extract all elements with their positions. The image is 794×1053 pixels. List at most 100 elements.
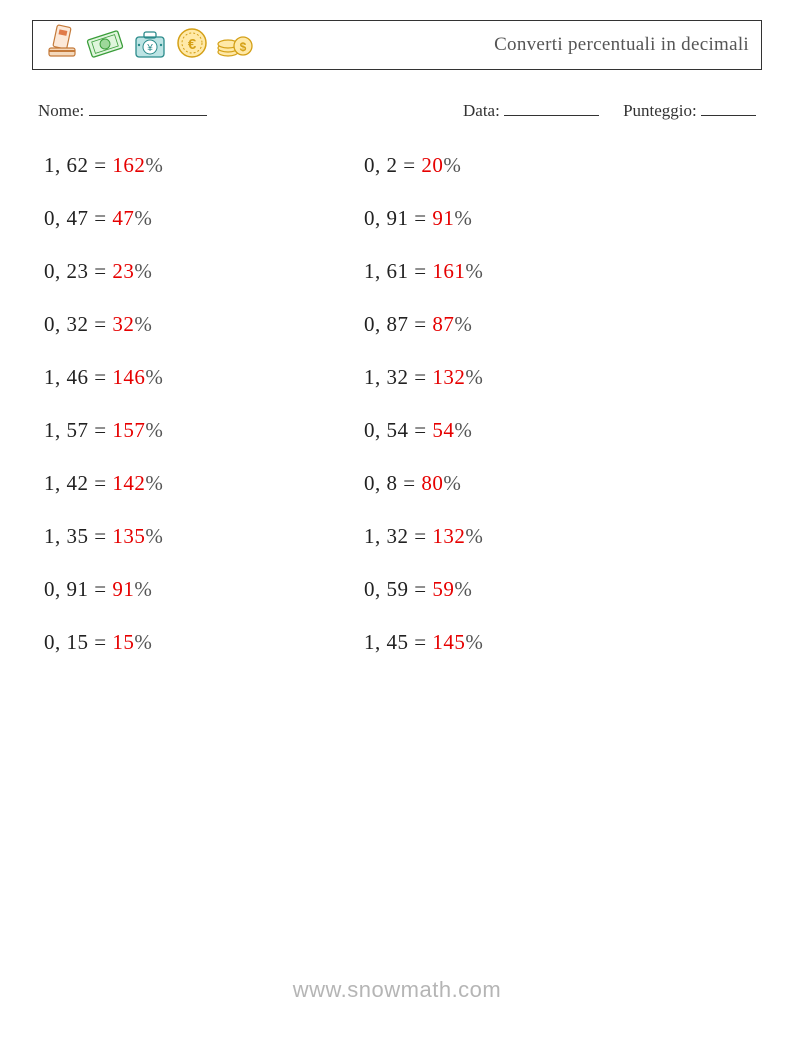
svg-text:$: $ (240, 40, 247, 54)
equals-sign: = (89, 153, 113, 177)
percent-answer: 145 (432, 630, 465, 654)
percent-sign: % (134, 259, 152, 283)
percent-sign: % (134, 577, 152, 601)
card-swipe-icon (45, 24, 79, 67)
decimal-value: 1, 45 (364, 630, 409, 654)
equals-sign: = (409, 312, 433, 336)
equals-sign: = (409, 259, 433, 283)
problems-left-column: 1, 62 = 162%0, 47 = 47%0, 23 = 23%0, 32 … (44, 153, 344, 655)
briefcase-yen-icon: ¥ (131, 25, 169, 66)
cash-icon (85, 25, 125, 66)
problem-row: 1, 32 = 132% (364, 365, 664, 390)
problem-row: 0, 47 = 47% (44, 206, 344, 231)
percent-sign: % (454, 418, 472, 442)
decimal-value: 0, 47 (44, 206, 89, 230)
problem-row: 0, 32 = 32% (44, 312, 344, 337)
percent-answer: 23 (112, 259, 134, 283)
problem-row: 0, 91 = 91% (44, 577, 344, 602)
date-label: Data: (463, 101, 500, 120)
percent-answer: 132 (432, 365, 465, 389)
percent-sign: % (465, 259, 483, 283)
equals-sign: = (398, 471, 422, 495)
percent-sign: % (465, 365, 483, 389)
percent-sign: % (443, 471, 461, 495)
problem-row: 1, 62 = 162% (44, 153, 344, 178)
svg-text:€: € (188, 36, 197, 53)
equals-sign: = (89, 206, 113, 230)
percent-answer: 157 (112, 418, 145, 442)
decimal-value: 0, 23 (44, 259, 89, 283)
problems-grid: 1, 62 = 162%0, 47 = 47%0, 23 = 23%0, 32 … (32, 153, 762, 655)
percent-sign: % (454, 206, 472, 230)
percent-answer: 87 (432, 312, 454, 336)
name-label: Nome: (38, 101, 84, 120)
equals-sign: = (409, 418, 433, 442)
percent-sign: % (134, 630, 152, 654)
percent-answer: 80 (421, 471, 443, 495)
problem-row: 1, 42 = 142% (44, 471, 344, 496)
percent-answer: 32 (112, 312, 134, 336)
percent-answer: 47 (112, 206, 134, 230)
problem-row: 1, 46 = 146% (44, 365, 344, 390)
worksheet-page: ¥ € $ (0, 0, 794, 1053)
decimal-value: 0, 2 (364, 153, 398, 177)
percent-sign: % (454, 312, 472, 336)
equals-sign: = (409, 630, 433, 654)
percent-answer: 146 (112, 365, 145, 389)
decimal-value: 1, 32 (364, 365, 409, 389)
percent-answer: 161 (432, 259, 465, 283)
problem-row: 1, 57 = 157% (44, 418, 344, 443)
percent-sign: % (454, 577, 472, 601)
percent-answer: 142 (112, 471, 145, 495)
decimal-value: 1, 46 (44, 365, 89, 389)
problem-row: 0, 87 = 87% (364, 312, 664, 337)
percent-sign: % (465, 524, 483, 548)
percent-sign: % (145, 365, 163, 389)
decimal-value: 1, 62 (44, 153, 89, 177)
equals-sign: = (89, 418, 113, 442)
date-field: Data: (463, 98, 599, 121)
percent-sign: % (134, 206, 152, 230)
problem-row: 0, 8 = 80% (364, 471, 664, 496)
percent-answer: 162 (112, 153, 145, 177)
decimal-value: 0, 32 (44, 312, 89, 336)
equals-sign: = (89, 259, 113, 283)
coin-stack-icon: $ (215, 26, 255, 65)
equals-sign: = (409, 577, 433, 601)
svg-text:¥: ¥ (146, 43, 153, 54)
info-row: Nome: Data: Punteggio: (32, 98, 762, 121)
percent-answer: 59 (432, 577, 454, 601)
percent-answer: 20 (421, 153, 443, 177)
decimal-value: 0, 91 (364, 206, 409, 230)
percent-sign: % (443, 153, 461, 177)
name-blank (89, 98, 207, 116)
decimal-value: 0, 54 (364, 418, 409, 442)
decimal-value: 1, 57 (44, 418, 89, 442)
percent-answer: 15 (112, 630, 134, 654)
equals-sign: = (89, 630, 113, 654)
percent-answer: 135 (112, 524, 145, 548)
problem-row: 0, 23 = 23% (44, 259, 344, 284)
decimal-value: 0, 59 (364, 577, 409, 601)
equals-sign: = (89, 524, 113, 548)
percent-sign: % (465, 630, 483, 654)
percent-sign: % (145, 418, 163, 442)
decimal-value: 0, 91 (44, 577, 89, 601)
problems-right-column: 0, 2 = 20%0, 91 = 91%1, 61 = 161%0, 87 =… (364, 153, 664, 655)
score-field: Punteggio: (623, 98, 756, 121)
equals-sign: = (89, 471, 113, 495)
watermark: www.snowmath.com (0, 977, 794, 1003)
score-label: Punteggio: (623, 101, 697, 120)
equals-sign: = (89, 312, 113, 336)
decimal-value: 0, 87 (364, 312, 409, 336)
euro-coin-icon: € (175, 26, 209, 65)
percent-answer: 132 (432, 524, 465, 548)
percent-answer: 54 (432, 418, 454, 442)
decimal-value: 0, 15 (44, 630, 89, 654)
decimal-value: 1, 61 (364, 259, 409, 283)
equals-sign: = (409, 365, 433, 389)
equals-sign: = (409, 206, 433, 230)
percent-sign: % (145, 524, 163, 548)
problem-row: 1, 45 = 145% (364, 630, 664, 655)
decimal-value: 1, 32 (364, 524, 409, 548)
